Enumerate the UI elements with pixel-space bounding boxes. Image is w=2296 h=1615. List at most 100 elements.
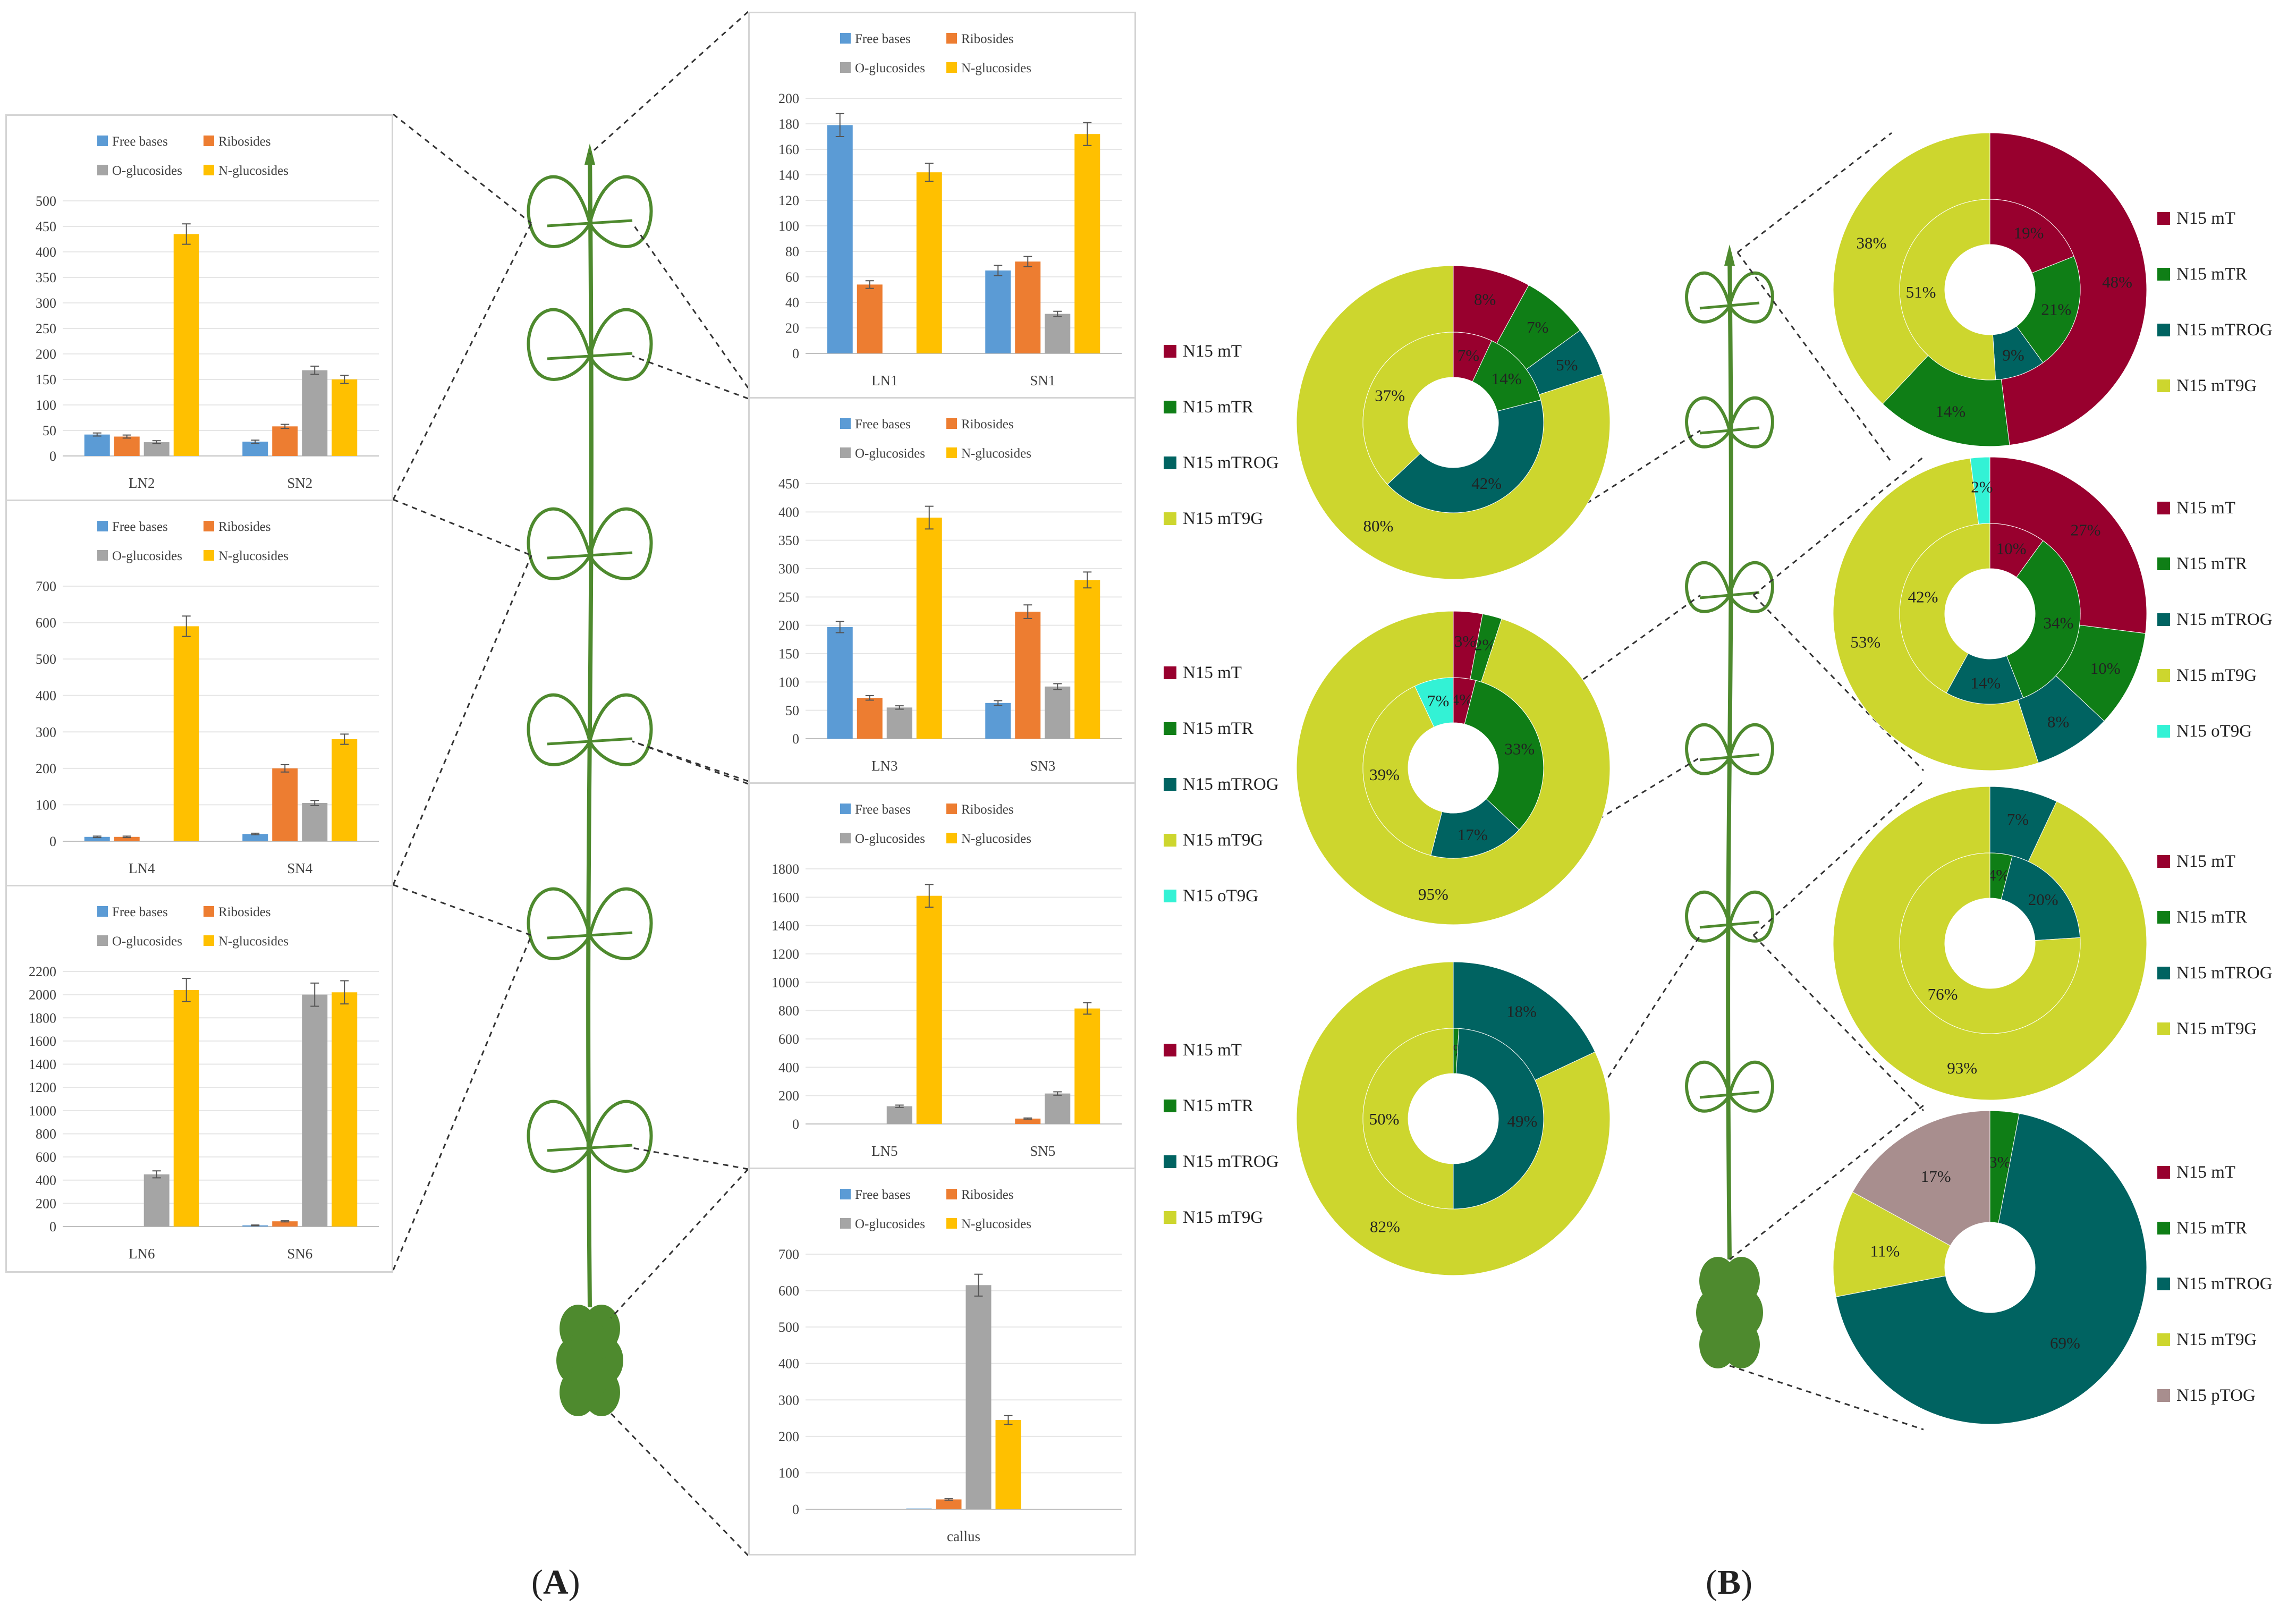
petiole [547, 551, 633, 560]
legend-label: N15 mT9G [2176, 1330, 2257, 1349]
legend-item-n15-mt9g: N15 mT9G [2157, 376, 2257, 395]
stem-tip-icon [1724, 244, 1735, 266]
error-bar [281, 1220, 290, 1223]
legend-label: N15 mT9G [2176, 1019, 2257, 1038]
y-tick-label: 20 [785, 320, 799, 336]
legend-label: O-glucosides [112, 934, 182, 949]
legend-label: Ribosides [218, 520, 271, 534]
legend-item-free-bases: Free bases [97, 905, 168, 919]
legend-label: N15 mTROG [2176, 610, 2273, 629]
bar-sn5-n-glucosides [1074, 1008, 1100, 1124]
leaf-icon [588, 887, 653, 960]
connector-line [393, 113, 532, 224]
donut-chart-stem-5: 7% 93% 4% 20% 76% N15 mT N15 mTR N15 mTROG N15 m… [1807, 776, 2295, 1116]
legend-item-n15-mtr: N15 mTR [2157, 265, 2247, 284]
donut-chart-stem-3: 27% 10% 8% 53% 2% 10% 34% 14% 42% N15 mT N15 mTR N1… [1807, 446, 2295, 787]
y-tick-label: 200 [36, 1196, 56, 1211]
legend-item-ribosides: Ribosides [946, 1188, 1014, 1202]
legend-item-free-bases: Free bases [97, 134, 168, 149]
bar-ln4-ribosides [114, 836, 140, 841]
legend-item-n15-ot9g: N15 oT9G [2157, 722, 2252, 741]
stem [586, 151, 594, 1308]
bar-chart-svg: Free bases Ribosides O-glucosides N-glucosi… [36, 520, 379, 876]
y-tick-label: 600 [36, 615, 56, 631]
bar-ln2-free-bases [84, 434, 110, 456]
category-label-sn3: SN3 [1030, 758, 1055, 774]
y-tick-label: 200 [36, 346, 56, 362]
legend-swatch [840, 1189, 851, 1199]
part-b-label: (B) [1706, 1563, 1752, 1602]
y-tick-label: 50 [785, 703, 799, 718]
category-label-sn4: SN4 [287, 860, 313, 876]
inner-ring-label-n15-mtrog: 14% [1970, 674, 2001, 692]
y-tick-label: 140 [778, 167, 799, 183]
error-bar [994, 700, 1003, 706]
legend-item-n15-mt9g: N15 mT9G [2157, 1330, 2257, 1349]
bar-ln2-ribosides [114, 436, 140, 456]
outer-ring-label-n15-mt: 48% [2102, 273, 2132, 291]
legend-label: N15 oT9G [1183, 886, 1258, 906]
legend-swatch [946, 62, 957, 73]
legend-item-n15-mtrog: N15 mTROG [2157, 610, 2273, 629]
inner-ring-label-n15-mt9g: 76% [1928, 985, 1958, 1003]
legend-swatch [946, 447, 957, 458]
legend-swatch [1164, 666, 1176, 679]
legend-label: N15 mT [2176, 852, 2235, 871]
connector-line [632, 355, 749, 400]
y-tick-label: 100 [36, 398, 56, 413]
legend-label: N15 mT [1183, 342, 1242, 361]
bar-chart-ln4-sn4: Free bases Ribosides O-glucosides N-glucosi… [5, 500, 393, 887]
error-bar [281, 764, 290, 773]
inner-ring-label-n15-mt9g: 42% [1908, 588, 1938, 606]
category-label-ln5: LN5 [871, 1143, 898, 1159]
legend-label: O-glucosides [112, 549, 182, 563]
bar-chart-ln6-sn6: Free bases Ribosides O-glucosides N-glucosi… [5, 885, 393, 1273]
y-tick-label: 800 [778, 1003, 799, 1019]
legend-label: Free bases [855, 417, 911, 432]
legend-label: Free bases [112, 520, 168, 534]
legend-label: N-glucosides [961, 446, 1031, 461]
y-tick-label: 80 [785, 244, 799, 259]
error-bar [251, 439, 260, 444]
bar-sn2-free-bases [242, 442, 268, 456]
legend-swatch [2157, 324, 2170, 336]
bar-chart-svg: Free bases Ribosides O-glucosides N-glucosi… [778, 1188, 1122, 1544]
bar-sn5-ribosides [1015, 1118, 1041, 1124]
bar-callus-ribosides [936, 1499, 962, 1509]
bar-chart-ln5-sn5: Free bases Ribosides O-glucosides N-glucosi… [748, 782, 1136, 1170]
donut-hole [1945, 898, 2035, 988]
donut-hole [1408, 377, 1498, 468]
legend-item-o-glucosides: O-glucosides [840, 832, 925, 846]
error-bar [1023, 604, 1032, 619]
bar-sn2-o-glucosides [302, 370, 328, 456]
error-bar [925, 884, 934, 908]
legend-label: N15 mTROG [2176, 320, 2273, 340]
y-tick-label: 1800 [29, 1010, 56, 1026]
callus-icon [1696, 1257, 1763, 1368]
bar-chart-svg: Free bases Ribosides O-glucosides N-glucosi… [778, 417, 1122, 774]
y-tick-label: 700 [778, 1247, 799, 1262]
connector-line [1737, 132, 1892, 253]
legend-swatch [1164, 1211, 1176, 1224]
y-tick-label: 1200 [772, 946, 799, 962]
y-tick-label: 350 [36, 270, 56, 285]
inner-ring-slice-n15-mtrog [1387, 400, 1544, 513]
error-bar [835, 621, 844, 633]
legend-item-n15-mt: N15 mT [1164, 342, 1242, 361]
connector-line [392, 223, 532, 500]
ring-label-n15-mtr: 3% [1989, 1153, 2011, 1171]
error-bar [1053, 310, 1062, 317]
y-tick-label: 700 [36, 579, 56, 594]
bar-sn3-ribosides [1015, 612, 1041, 739]
legend-label: O-glucosides [112, 164, 182, 178]
legend-item-n15-mtr: N15 mTR [1164, 719, 1253, 738]
y-tick-label: 450 [778, 476, 799, 492]
legend-swatch [2157, 379, 2170, 392]
legend-item-n-glucosides: N-glucosides [204, 164, 289, 178]
y-tick-label: 800 [36, 1126, 56, 1142]
legend-label: N15 mT9G [2176, 376, 2257, 395]
leaf-icon [527, 507, 592, 580]
donut-chart-callus: 3% 69% 11% 17% N15 mT N15 mTR N15 mTROG N15 mT9… [1807, 1100, 2295, 1440]
bar-sn1-o-glucosides [1045, 314, 1071, 353]
